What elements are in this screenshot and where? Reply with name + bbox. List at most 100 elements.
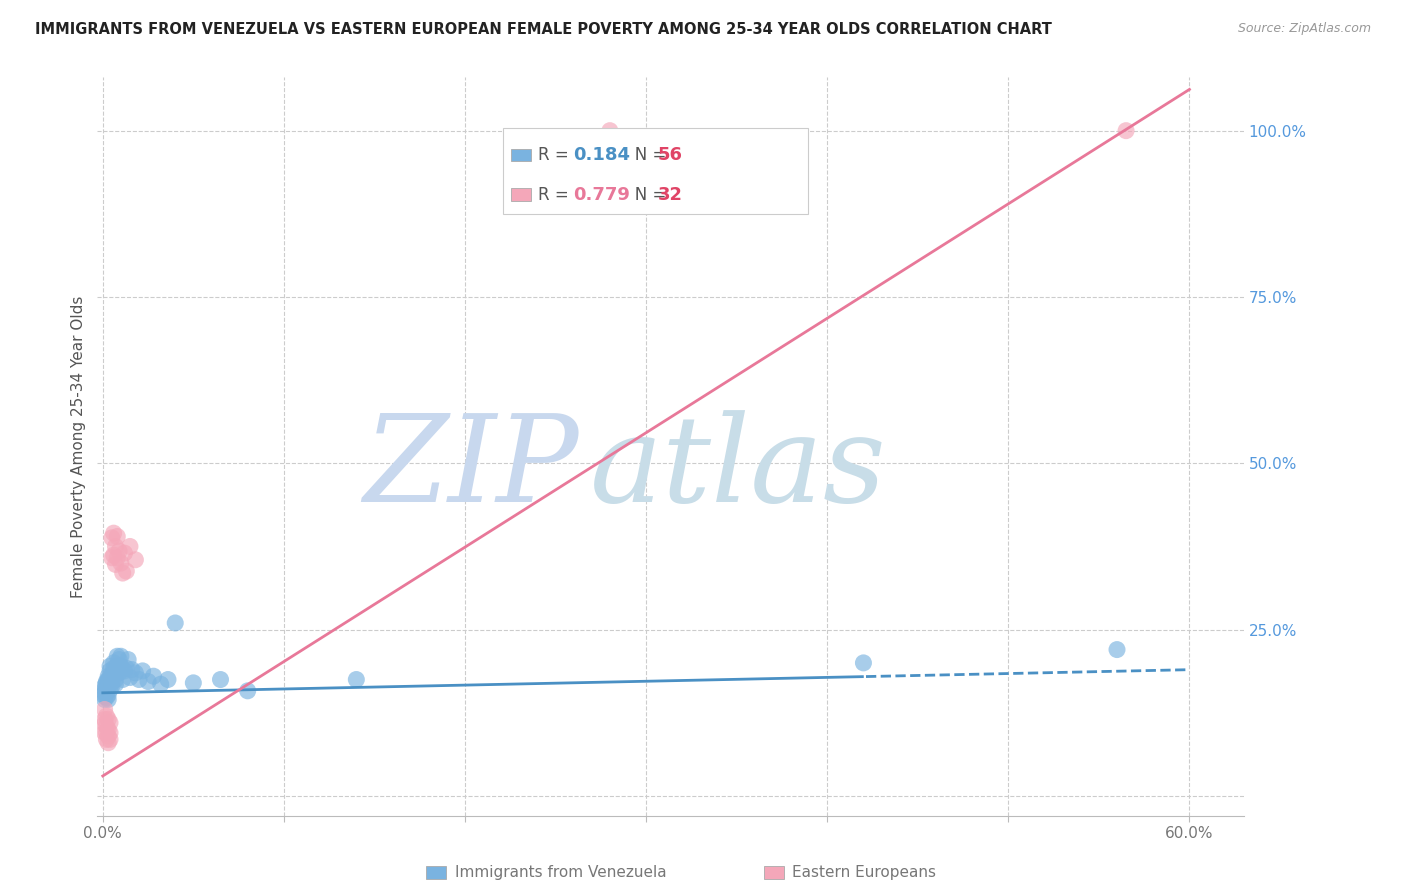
Point [93, 682, 115, 697]
Point [165, 615, 187, 630]
Point [96, 709, 118, 723]
Point [98, 659, 121, 673]
Point [103, 526, 125, 541]
Point [117, 652, 139, 666]
Point [101, 676, 124, 690]
Text: Source: ZipAtlas.com: Source: ZipAtlas.com [1237, 22, 1371, 36]
Point [105, 550, 128, 565]
Point [599, 123, 621, 137]
Point [111, 673, 134, 687]
Point [344, 673, 367, 687]
Point [105, 649, 128, 664]
Point [105, 659, 128, 673]
Point [104, 673, 127, 687]
Point [103, 665, 125, 680]
Point [97, 677, 120, 691]
Point [97, 736, 120, 750]
Point [98, 715, 121, 730]
Text: 56: 56 [658, 146, 682, 164]
Point [104, 540, 127, 554]
Point [96, 725, 118, 739]
Point [101, 668, 124, 682]
Point [96, 732, 118, 747]
Point [93, 717, 115, 731]
Point [93, 679, 115, 693]
Point [97, 692, 120, 706]
Point [105, 529, 128, 543]
Point [108, 652, 131, 666]
Point [101, 550, 124, 565]
Text: 0.184: 0.184 [574, 146, 630, 164]
Point [93, 689, 115, 703]
Y-axis label: Female Poverty Among 25-34 Year Olds: Female Poverty Among 25-34 Year Olds [72, 295, 86, 598]
Point [101, 671, 124, 685]
Point [110, 556, 132, 570]
Point [96, 683, 118, 698]
Point [128, 673, 150, 687]
Point [98, 725, 121, 739]
Point [108, 665, 131, 680]
Point [149, 677, 172, 691]
Point [97, 679, 120, 693]
Point [142, 669, 165, 683]
Point [98, 682, 121, 697]
Point [103, 661, 125, 675]
Point [236, 683, 259, 698]
Point [1115, 123, 1137, 137]
Point [93, 702, 115, 716]
Point [852, 656, 875, 670]
Point [97, 723, 120, 737]
Point [110, 659, 132, 673]
Point [97, 713, 120, 727]
Point [101, 679, 124, 693]
Point [104, 677, 127, 691]
Point [114, 664, 136, 678]
Point [1105, 642, 1128, 657]
Point [93, 686, 115, 700]
Point [111, 566, 134, 580]
Point [156, 673, 179, 687]
Point [183, 676, 205, 690]
Point [110, 649, 132, 664]
Point [97, 673, 120, 687]
Point [108, 544, 131, 558]
Text: Immigrants from Venezuela: Immigrants from Venezuela [454, 865, 666, 880]
Point [98, 664, 121, 678]
Point [103, 656, 125, 670]
Point [96, 690, 118, 705]
Point [93, 692, 115, 706]
Point [118, 671, 141, 685]
Text: R =: R = [537, 186, 574, 203]
Point [131, 664, 153, 678]
Point [121, 663, 143, 677]
Text: IMMIGRANTS FROM VENEZUELA VS EASTERN EUROPEAN FEMALE POVERTY AMONG 25-34 YEAR OL: IMMIGRANTS FROM VENEZUELA VS EASTERN EUR… [35, 22, 1052, 37]
Point [124, 665, 146, 680]
Point [97, 729, 120, 743]
Text: R =: R = [537, 146, 574, 164]
Point [97, 688, 120, 702]
Text: 0.779: 0.779 [574, 186, 630, 203]
Text: N =: N = [619, 146, 672, 164]
Point [101, 531, 124, 545]
Point [93, 713, 115, 727]
Text: atlas: atlas [591, 410, 887, 527]
Text: N =: N = [619, 186, 672, 203]
Point [209, 673, 232, 687]
Point [114, 546, 136, 560]
Point [115, 564, 138, 578]
Point [103, 548, 125, 562]
Text: ZIP: ZIP [363, 410, 579, 527]
Text: 32: 32 [658, 186, 682, 203]
Point [97, 669, 120, 683]
Point [115, 661, 138, 675]
Point [96, 686, 118, 700]
Point [96, 674, 118, 689]
Point [118, 540, 141, 554]
Point [104, 558, 127, 572]
Point [96, 681, 118, 695]
Text: Eastern Europeans: Eastern Europeans [793, 865, 936, 880]
Point [136, 674, 159, 689]
Point [96, 719, 118, 733]
Point [93, 725, 115, 739]
Point [96, 676, 118, 690]
